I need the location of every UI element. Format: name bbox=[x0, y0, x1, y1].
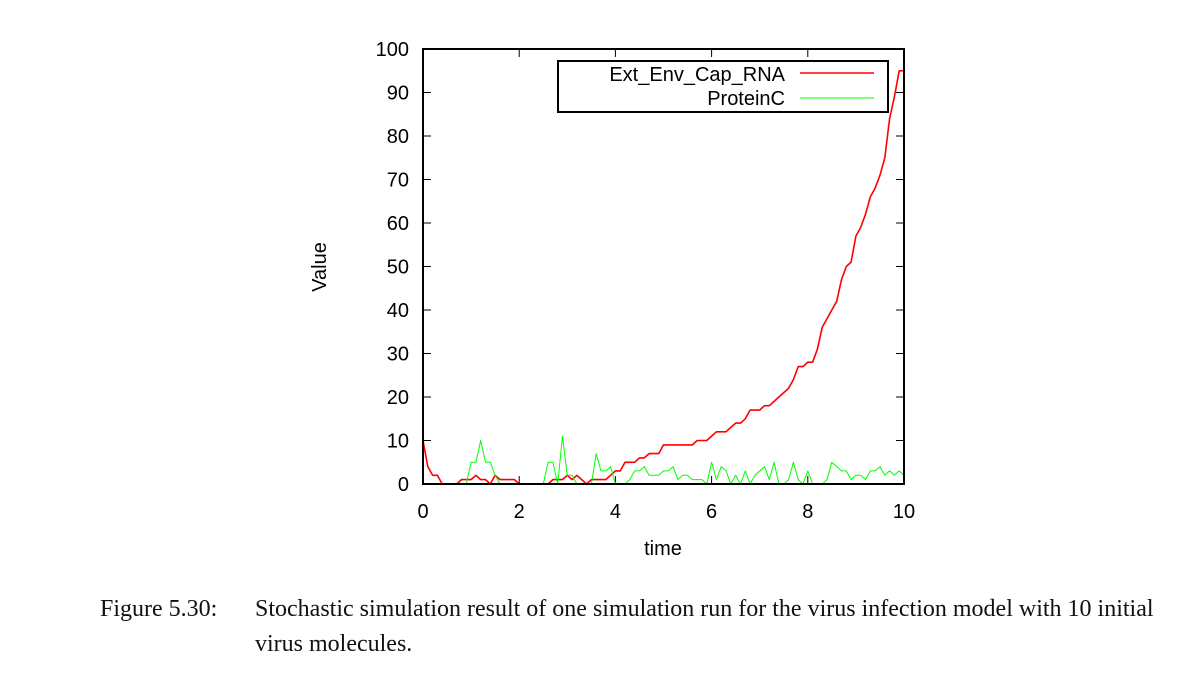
series-line-1 bbox=[422, 70, 904, 485]
y-tick-label: 80 bbox=[387, 126, 409, 148]
axis-ticks bbox=[422, 48, 905, 485]
y-tick-label: 40 bbox=[387, 300, 409, 322]
y-axis-title: Value bbox=[309, 242, 331, 292]
y-tick-label: 10 bbox=[387, 431, 409, 453]
y-tick-label: 50 bbox=[387, 257, 409, 279]
y-tick-label: 90 bbox=[387, 83, 409, 105]
x-axis-title: time bbox=[644, 538, 682, 560]
figure-caption: Figure 5.30: Stochastic simulation resul… bbox=[100, 592, 1160, 662]
y-tick-label: 0 bbox=[398, 474, 409, 496]
y-tick-label: 20 bbox=[387, 387, 409, 409]
x-tick-label: 2 bbox=[514, 501, 525, 523]
series-lines bbox=[422, 70, 905, 485]
caption-label: Figure 5.30: bbox=[100, 596, 218, 622]
y-tick-label: 30 bbox=[387, 344, 409, 366]
x-tick-label: 8 bbox=[802, 501, 813, 523]
legend-box bbox=[557, 60, 889, 113]
y-tick-label: 70 bbox=[387, 170, 409, 192]
x-tick-label: 6 bbox=[706, 501, 717, 523]
y-tick-label: 60 bbox=[387, 213, 409, 235]
x-tick-label: 0 bbox=[417, 501, 428, 523]
x-tick-label: 10 bbox=[893, 501, 915, 523]
legend-label-series-2: ProteinC bbox=[707, 88, 785, 110]
legend-label-series-1: Ext_Env_Cap_RNA bbox=[609, 64, 785, 86]
caption-text: Stochastic simulation result of one simu… bbox=[255, 596, 1154, 657]
legend: Ext_Env_Cap_RNA ProteinC bbox=[557, 60, 889, 113]
plot-frame bbox=[422, 48, 905, 485]
x-tick-label: 4 bbox=[610, 501, 621, 523]
y-tick-label: 100 bbox=[376, 39, 409, 61]
